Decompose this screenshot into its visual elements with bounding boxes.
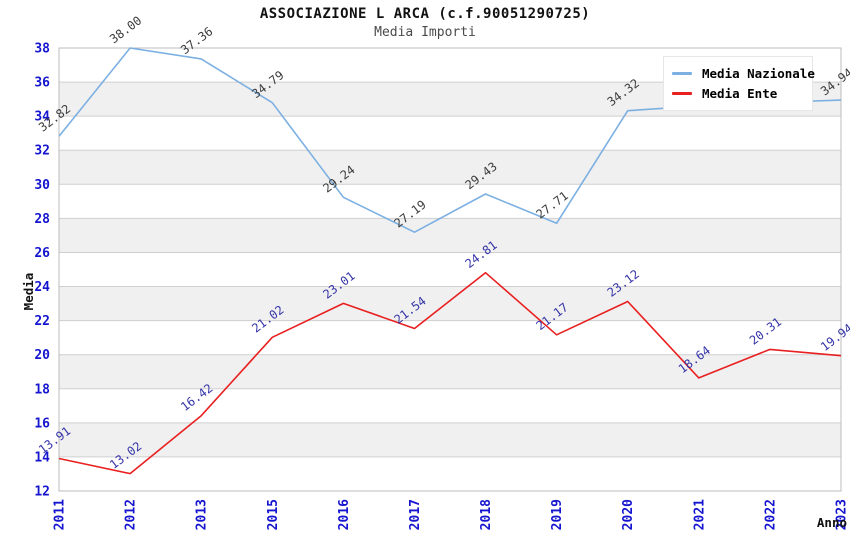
x-tick-label: 2019 (550, 499, 565, 530)
y-tick-label: 24 (34, 280, 50, 295)
x-tick-label: 2021 (692, 499, 707, 530)
y-tick-label: 30 (34, 178, 50, 193)
x-tick-label: 2017 (408, 499, 423, 530)
x-axis-title: Anno (817, 515, 847, 530)
y-tick-label: 32 (34, 144, 50, 159)
plot-band (59, 150, 841, 185)
legend-box: Media Nazionale Media Ente (663, 56, 815, 111)
x-tick-label: 2015 (266, 499, 281, 530)
y-tick-label: 16 (34, 416, 50, 431)
y-axis-title: Media (21, 273, 36, 311)
y-tick-label: 28 (34, 212, 50, 227)
y-tick-label: 18 (34, 382, 50, 397)
plot-band (59, 218, 841, 253)
x-tick-label: 2020 (621, 499, 636, 530)
y-tick-label: 38 (34, 42, 50, 57)
x-tick-label: 2023 (835, 499, 850, 530)
y-tick-label: 14 (34, 450, 50, 465)
plot-band (59, 422, 841, 457)
plot-band (59, 286, 841, 321)
y-tick-label: 20 (34, 348, 50, 363)
y-tick-label: 36 (34, 76, 50, 91)
y-tick-label: 34 (34, 110, 50, 125)
legend-label: Media Nazionale (702, 65, 815, 81)
point-label: 32.82 (36, 102, 73, 135)
point-label: 38.00 (107, 13, 144, 46)
y-tick-label: 12 (34, 485, 50, 500)
x-tick-label: 2016 (337, 499, 352, 530)
legend-line-marker-blue-icon (672, 71, 692, 75)
x-tick-label: 2012 (124, 499, 139, 530)
chart-title: ASSOCIAZIONE L ARCA (c.f.90051290725) (259, 6, 591, 22)
legend-label: Media Ente (702, 85, 778, 101)
x-tick-label: 2013 (195, 499, 210, 530)
legend-item-media-nazionale: Media Nazionale (672, 63, 815, 83)
point-label: 37.36 (178, 24, 215, 57)
point-label: 27.71 (534, 189, 571, 222)
series-line-media-ente (58, 271, 842, 475)
x-tick-label: 2022 (763, 499, 778, 530)
y-tick-label: 26 (34, 246, 50, 261)
plot-border (58, 47, 842, 492)
legend-line-marker-red-icon (672, 91, 692, 95)
y-tick-label: 22 (34, 314, 50, 329)
x-tick-label: 2011 (53, 499, 68, 530)
legend-item-media-ente: Media Ente (672, 83, 804, 103)
plot-band (59, 354, 841, 389)
chart-subtitle: Media Importi (374, 25, 476, 40)
point-label: 19.94 (818, 321, 850, 354)
x-tick-label: 2018 (479, 499, 494, 530)
